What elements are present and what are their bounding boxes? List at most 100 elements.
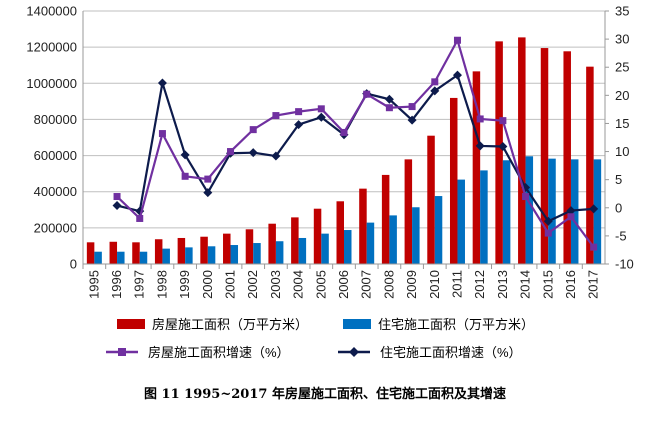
marker-residential-growth bbox=[384, 94, 394, 104]
bar-house-area bbox=[268, 223, 276, 264]
x-tick-label: 2003 bbox=[268, 270, 283, 299]
bar-house-area bbox=[132, 242, 140, 264]
marker-house-growth bbox=[522, 193, 530, 201]
right-tick-label: 35 bbox=[615, 4, 629, 19]
x-tick-label: 2010 bbox=[427, 270, 442, 299]
right-tick-label: -5 bbox=[615, 228, 627, 243]
bar-house-area bbox=[336, 201, 344, 264]
marker-house-growth bbox=[476, 115, 484, 123]
bar-house-area bbox=[86, 242, 95, 264]
bar-residential-area bbox=[94, 251, 102, 264]
x-tick-label: 1998 bbox=[154, 270, 169, 299]
marker-house-growth bbox=[113, 193, 121, 201]
bar-residential-area bbox=[593, 159, 602, 264]
marker-residential-growth bbox=[316, 112, 326, 122]
x-tick-label: 2004 bbox=[291, 270, 306, 299]
marker-residential-growth bbox=[498, 141, 508, 151]
legend-label-house-area: 房屋施工面积（万平方米） bbox=[152, 317, 308, 332]
x-tick-label: 1997 bbox=[132, 270, 147, 299]
x-tick-label: 2014 bbox=[518, 270, 533, 299]
legend-marker-square bbox=[118, 348, 126, 356]
right-tick-label: 25 bbox=[615, 60, 629, 75]
marker-house-growth bbox=[136, 214, 144, 222]
marker-house-growth bbox=[453, 36, 461, 44]
marker-house-growth bbox=[227, 148, 235, 156]
right-tick-label: 20 bbox=[615, 88, 629, 103]
bar-house-area bbox=[404, 159, 413, 264]
bar-residential-area bbox=[344, 230, 352, 264]
bar-house-area bbox=[472, 71, 481, 264]
marker-house-growth bbox=[590, 243, 598, 251]
bar-house-area bbox=[359, 188, 367, 264]
marker-house-growth bbox=[340, 128, 348, 136]
legend-label-residential-area: 住宅施工面积（万平方米） bbox=[378, 317, 534, 332]
marker-residential-growth bbox=[566, 206, 576, 216]
left-tick-label: 200000 bbox=[34, 220, 77, 235]
right-tick-label: 30 bbox=[615, 32, 629, 47]
right-tick-label: 10 bbox=[615, 144, 629, 159]
bar-house-area bbox=[154, 239, 163, 264]
bar-house-area bbox=[109, 241, 118, 264]
bar-house-area bbox=[586, 66, 594, 264]
bar-residential-area bbox=[502, 160, 511, 264]
bars bbox=[86, 37, 602, 265]
bar-residential-area bbox=[570, 159, 579, 264]
x-tick-label: 2009 bbox=[404, 270, 419, 299]
bar-house-area bbox=[200, 236, 208, 264]
bar-residential-area bbox=[457, 179, 465, 264]
bar-residential-area bbox=[321, 233, 329, 264]
marker-house-growth bbox=[499, 117, 507, 125]
caption: 图 11 1995~2017 年房屋施工面积、住宅施工面积及其增速 bbox=[144, 386, 506, 402]
legend-swatch-red bbox=[117, 319, 145, 329]
bar-residential-area bbox=[389, 215, 397, 264]
marker-house-growth bbox=[385, 104, 393, 112]
bar-residential-area bbox=[434, 196, 443, 264]
marker-house-growth bbox=[272, 112, 280, 120]
marker-residential-growth bbox=[543, 216, 553, 226]
marker-house-growth bbox=[204, 175, 212, 183]
bar-house-area bbox=[518, 37, 526, 265]
x-tick-label: 2016 bbox=[563, 270, 578, 299]
x-tick-label: 2011 bbox=[449, 270, 464, 298]
bar-house-area bbox=[245, 229, 254, 264]
marker-residential-growth bbox=[294, 120, 304, 130]
legend-label-house-growth: 房屋施工面积增速（%） bbox=[148, 345, 290, 360]
marker-house-growth bbox=[544, 229, 552, 237]
x-tick-label: 1995 bbox=[86, 270, 101, 299]
marker-residential-growth bbox=[248, 148, 258, 158]
bar-house-area bbox=[177, 237, 186, 264]
bar-house-area bbox=[291, 217, 299, 264]
x-tick-label: 2001 bbox=[223, 270, 238, 299]
x-tick-label: 2006 bbox=[336, 270, 351, 299]
marker-house-growth bbox=[249, 126, 257, 134]
left-tick-label: 600000 bbox=[34, 148, 77, 163]
bar-house-area bbox=[381, 174, 390, 264]
x-tick-label: 1999 bbox=[177, 270, 192, 299]
right-tick-label: 0 bbox=[615, 200, 622, 215]
bar-residential-area bbox=[230, 245, 239, 264]
bar-residential-area bbox=[412, 207, 420, 264]
marker-residential-growth bbox=[112, 201, 122, 211]
left-tick-label: 0 bbox=[70, 257, 77, 272]
line-house-growth bbox=[116, 37, 595, 248]
legend: 房屋施工面积（万平方米） 住宅施工面积（万平方米） 房屋施工面积增速（%） 住宅… bbox=[106, 317, 534, 360]
marker-house-growth bbox=[295, 108, 303, 116]
legend-swatch-blue bbox=[343, 319, 371, 329]
bar-house-area bbox=[449, 97, 458, 264]
x-tick-label: 2008 bbox=[381, 270, 396, 299]
right-tick-label: -10 bbox=[615, 257, 634, 272]
left-tick-label: 800000 bbox=[34, 112, 77, 127]
x-tick-label: 2007 bbox=[359, 270, 374, 299]
bar-residential-area bbox=[298, 237, 307, 264]
marker-house-growth bbox=[408, 103, 416, 111]
x-tick-label: 2013 bbox=[495, 270, 510, 299]
bar-residential-area bbox=[366, 222, 375, 264]
bar-residential-area bbox=[548, 158, 556, 264]
marker-residential-growth bbox=[452, 70, 462, 80]
marker-house-growth bbox=[181, 172, 189, 180]
right-tick-label: 15 bbox=[615, 116, 629, 131]
bar-residential-area bbox=[185, 247, 193, 264]
bar-house-area bbox=[495, 41, 503, 264]
bar-residential-area bbox=[275, 241, 284, 264]
